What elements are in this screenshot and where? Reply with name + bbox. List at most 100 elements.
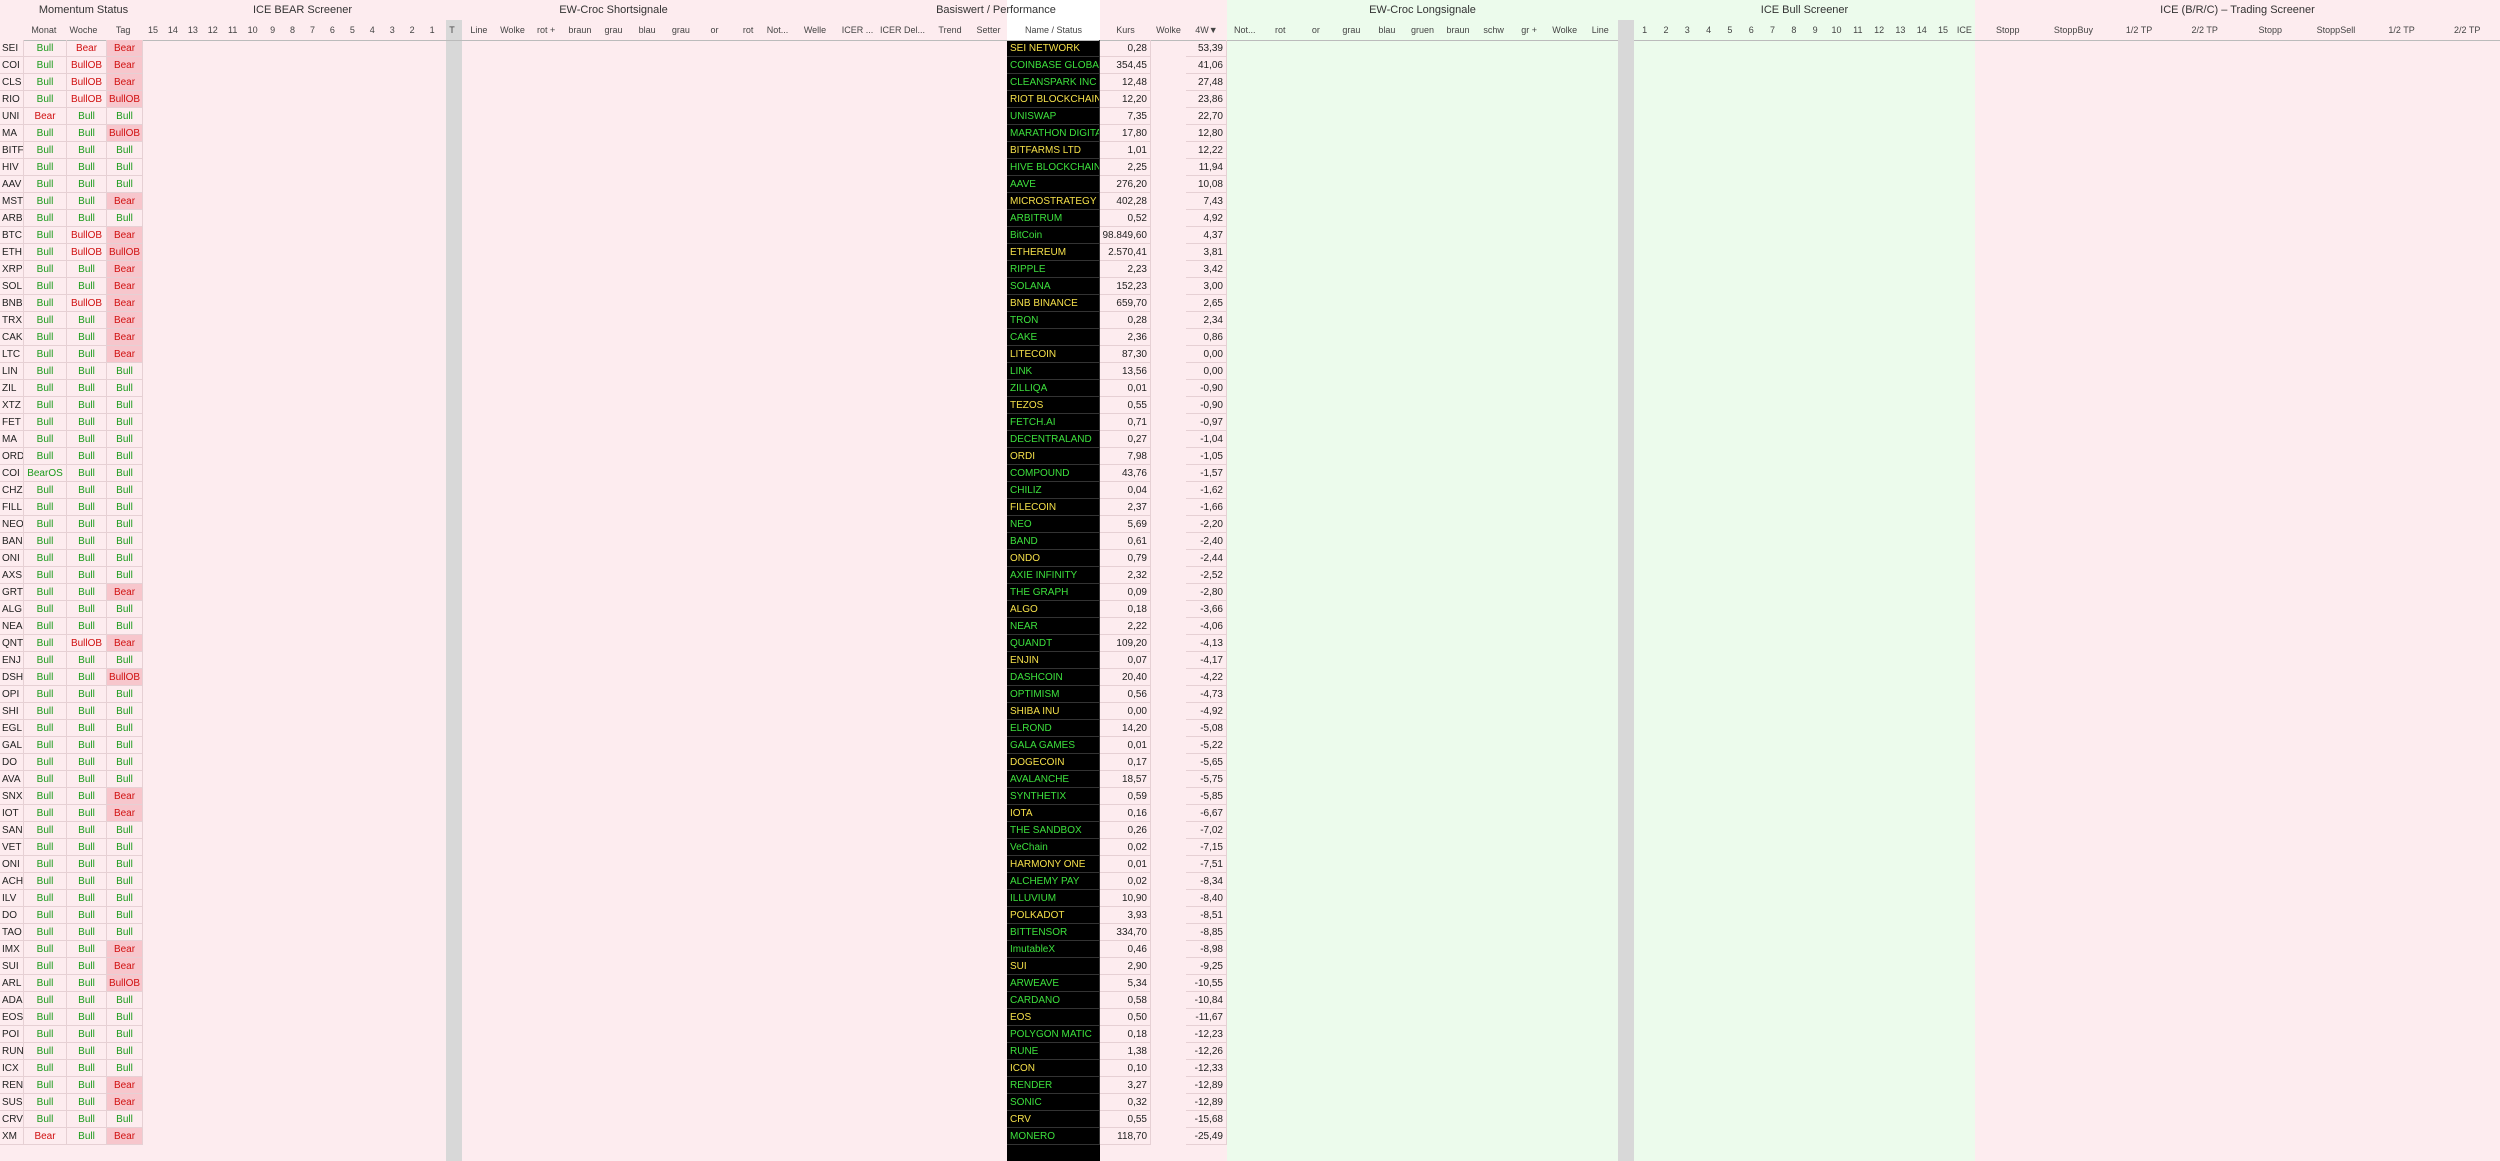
ticker: COI bbox=[0, 465, 24, 482]
asset-name: ImutableX bbox=[1007, 941, 1100, 958]
column-header: 1/2 TP bbox=[2368, 20, 2435, 41]
momentum-monat: Bull bbox=[24, 312, 67, 329]
column-header: 2/2 TP bbox=[2434, 20, 2500, 41]
momentum-monat: Bull bbox=[24, 703, 67, 720]
momentum-tag: Bear bbox=[107, 278, 143, 295]
momentum-woche: Bull bbox=[67, 1043, 107, 1060]
performance-4w: 2,65 bbox=[1186, 295, 1227, 312]
momentum-tag: BullOB bbox=[107, 669, 143, 686]
ticker: ALG bbox=[0, 601, 24, 618]
column-header: grau bbox=[596, 20, 631, 41]
price: 118,70 bbox=[1100, 1128, 1151, 1145]
momentum-tag: Bear bbox=[107, 312, 143, 329]
price: 0,79 bbox=[1100, 550, 1151, 567]
momentum-woche: Bull bbox=[67, 108, 107, 125]
ticker: NEO bbox=[0, 516, 24, 533]
performance-4w: -1,62 bbox=[1186, 482, 1227, 499]
momentum-monat: Bull bbox=[24, 686, 67, 703]
asset-name: ALGO bbox=[1007, 601, 1100, 618]
asset-name: ELROND bbox=[1007, 720, 1100, 737]
performance-4w: 7,43 bbox=[1186, 193, 1227, 210]
price: 2,23 bbox=[1100, 261, 1151, 278]
momentum-tag: Bull bbox=[107, 873, 143, 890]
column-header: T bbox=[442, 20, 462, 41]
momentum-tag: BullOB bbox=[107, 91, 143, 108]
ticker: ONI bbox=[0, 550, 24, 567]
momentum-monat: Bull bbox=[24, 227, 67, 244]
asset-name: CHILIZ bbox=[1007, 482, 1100, 499]
performance-4w: -5,22 bbox=[1186, 737, 1227, 754]
momentum-tag: Bear bbox=[107, 193, 143, 210]
price: 334,70 bbox=[1100, 924, 1151, 941]
momentum-monat: Bull bbox=[24, 40, 67, 57]
momentum-tag: Bear bbox=[107, 788, 143, 805]
price: 152,23 bbox=[1100, 278, 1151, 295]
momentum-woche: Bull bbox=[67, 839, 107, 856]
momentum-woche: BullOB bbox=[67, 635, 107, 652]
momentum-tag: Bull bbox=[107, 686, 143, 703]
momentum-woche: Bull bbox=[67, 261, 107, 278]
momentum-woche: Bull bbox=[67, 754, 107, 771]
price: 0,55 bbox=[1100, 1111, 1151, 1128]
performance-4w: -0,90 bbox=[1186, 397, 1227, 414]
momentum-monat: Bull bbox=[24, 397, 67, 414]
column-header: rot bbox=[731, 20, 765, 41]
column-header: rot bbox=[1262, 20, 1299, 41]
ticker: XRP bbox=[0, 261, 24, 278]
asset-name: AXIE INFINITY bbox=[1007, 567, 1100, 584]
ticker: ARL bbox=[0, 975, 24, 992]
momentum-monat: Bull bbox=[24, 720, 67, 737]
ticker: AAV bbox=[0, 176, 24, 193]
performance-4w: -4,13 bbox=[1186, 635, 1227, 652]
momentum-tag: Bear bbox=[107, 261, 143, 278]
column-header: 8 bbox=[282, 20, 303, 41]
ticker: ACH bbox=[0, 873, 24, 890]
momentum-woche: BullOB bbox=[67, 74, 107, 91]
momentum-monat: Bull bbox=[24, 499, 67, 516]
momentum-tag: Bull bbox=[107, 448, 143, 465]
asset-name: TRON bbox=[1007, 312, 1100, 329]
momentum-tag: Bull bbox=[107, 414, 143, 431]
ticker: LIN bbox=[0, 363, 24, 380]
momentum-tag: Bull bbox=[107, 431, 143, 448]
group-title: EW-Croc Longsignale bbox=[1369, 4, 1476, 16]
momentum-woche: Bear bbox=[67, 40, 107, 57]
bear-area bbox=[0, 0, 1007, 1161]
asset-name: QUANDT bbox=[1007, 635, 1100, 652]
momentum-tag: Bull bbox=[107, 652, 143, 669]
ticker: BITF bbox=[0, 142, 24, 159]
momentum-monat: Bull bbox=[24, 924, 67, 941]
momentum-woche: Bull bbox=[67, 652, 107, 669]
performance-4w: -10,55 bbox=[1186, 975, 1227, 992]
group-title: ICE (B/R/C) – Trading Screener bbox=[2160, 4, 2315, 16]
ticker: NEA bbox=[0, 618, 24, 635]
momentum-monat: Bull bbox=[24, 193, 67, 210]
momentum-tag: Bull bbox=[107, 1026, 143, 1043]
column-header: 6 bbox=[322, 20, 343, 41]
asset-name: BitCoin bbox=[1007, 227, 1100, 244]
momentum-tag: Bear bbox=[107, 74, 143, 91]
momentum-woche: Bull bbox=[67, 159, 107, 176]
asset-name: RIOT BLOCKCHAIN bbox=[1007, 91, 1100, 108]
momentum-woche: Bull bbox=[67, 516, 107, 533]
momentum-woche: Bull bbox=[67, 465, 107, 482]
ticker: ETH bbox=[0, 244, 24, 261]
momentum-woche: Bull bbox=[67, 890, 107, 907]
momentum-monat: Bull bbox=[24, 992, 67, 1009]
performance-4w: -7,15 bbox=[1186, 839, 1227, 856]
column-header: 4W▼ bbox=[1186, 20, 1227, 41]
momentum-woche: Bull bbox=[67, 431, 107, 448]
momentum-tag: Bear bbox=[107, 1128, 143, 1145]
momentum-monat: Bull bbox=[24, 91, 67, 108]
column-header: or bbox=[1298, 20, 1334, 41]
price: 87,30 bbox=[1100, 346, 1151, 363]
price: 0,00 bbox=[1100, 703, 1151, 720]
ticker: IMX bbox=[0, 941, 24, 958]
ticker: OPI bbox=[0, 686, 24, 703]
momentum-monat: Bull bbox=[24, 737, 67, 754]
momentum-woche: Bull bbox=[67, 924, 107, 941]
price: 20,40 bbox=[1100, 669, 1151, 686]
asset-name: LINK bbox=[1007, 363, 1100, 380]
momentum-monat: Bull bbox=[24, 1094, 67, 1111]
ticker: ILV bbox=[0, 890, 24, 907]
